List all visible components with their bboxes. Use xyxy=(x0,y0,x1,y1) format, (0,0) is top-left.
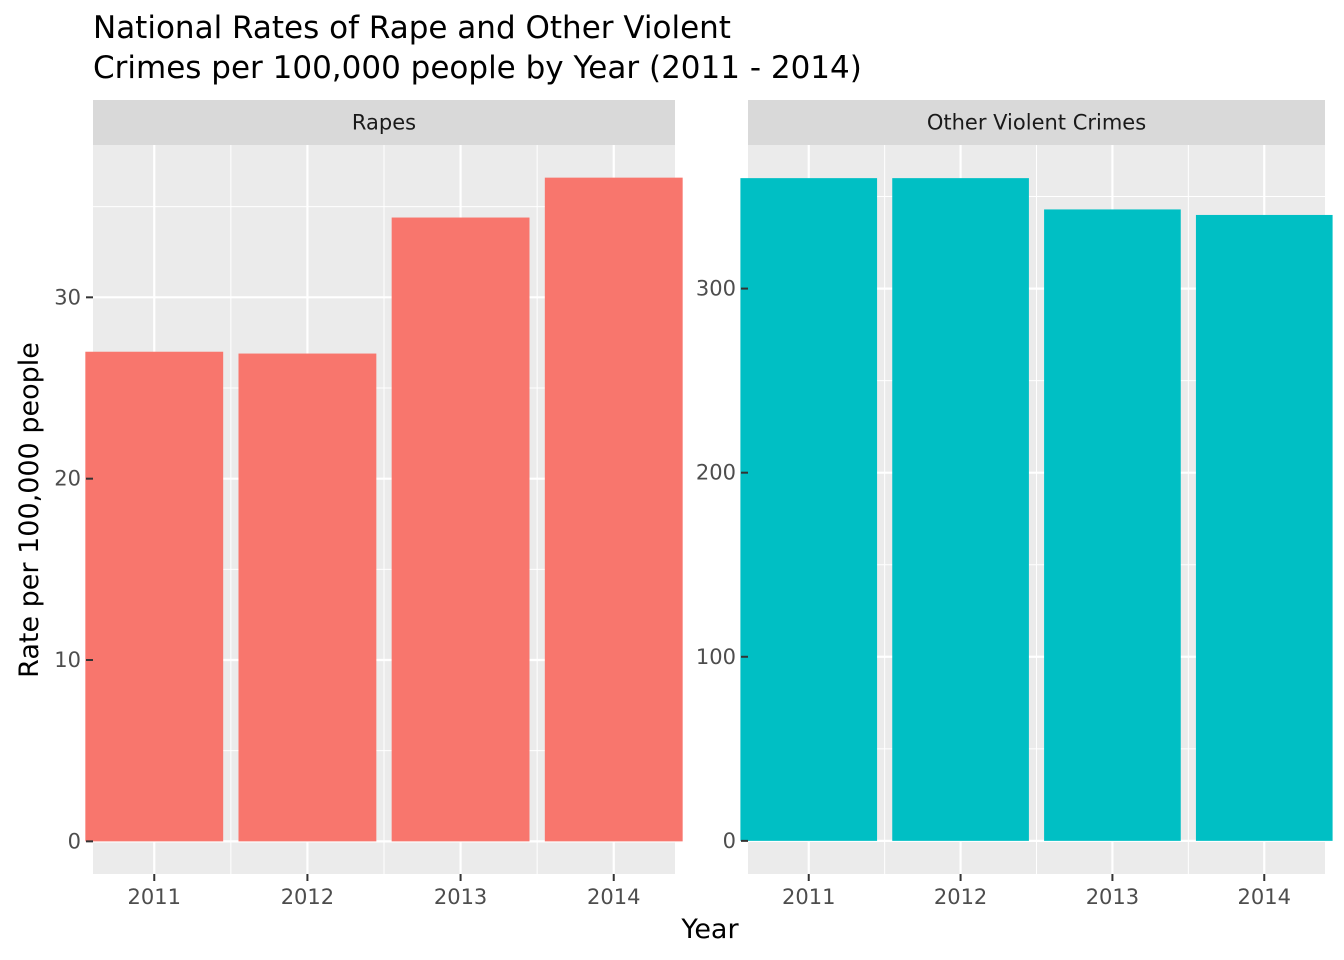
y-axis-title: Rate per 100,000 people xyxy=(14,342,45,678)
x-tick-label: 2013 xyxy=(1086,885,1139,909)
chart-title-line-2: Crimes per 100,000 people by Year (2011 … xyxy=(93,50,862,86)
bar-2012 xyxy=(238,353,377,842)
y-tick-label: 200 xyxy=(696,461,736,485)
x-tick-label: 2012 xyxy=(281,885,334,909)
y-tick-label: 300 xyxy=(696,277,736,301)
y-tick-label: 20 xyxy=(54,467,81,491)
bar-2013 xyxy=(391,217,530,842)
chart-title-line-1: National Rates of Rape and Other Violent xyxy=(93,10,731,46)
bar-2011 xyxy=(740,178,878,841)
x-tick-label: 2013 xyxy=(434,885,487,909)
y-tick-label: 10 xyxy=(54,648,81,672)
facet-strip xyxy=(748,100,1325,145)
bar-2011 xyxy=(85,351,224,842)
bar-2013 xyxy=(1044,209,1181,841)
x-axis-title: Year xyxy=(680,914,739,945)
bar-2014 xyxy=(1195,214,1333,841)
y-tick-label: 0 xyxy=(68,829,81,853)
x-tick-label: 2011 xyxy=(128,885,181,909)
y-tick-label: 0 xyxy=(723,829,736,853)
facet-panel-other-violent-crimes: Other Violent Crimes 0 100 200 300 2011 2012 20… xyxy=(696,100,1341,909)
facet-strip-label: Other Violent Crimes xyxy=(927,111,1146,135)
bar-2014 xyxy=(544,177,683,842)
x-tick-label: 2011 xyxy=(782,885,835,909)
x-tick-label: 2014 xyxy=(1238,885,1291,909)
y-tick-label: 100 xyxy=(696,645,736,669)
facet-strip-label: Rapes xyxy=(352,111,416,135)
facet-strip xyxy=(93,100,675,145)
x-tick-label: 2012 xyxy=(934,885,987,909)
x-tick-label: 2014 xyxy=(587,885,640,909)
y-tick-label: 30 xyxy=(54,285,81,309)
facet-panel-rapes: Rapes 0 10 20 30 2011 2012 2013 2014 xyxy=(54,100,691,909)
bar-2012 xyxy=(892,178,1029,841)
